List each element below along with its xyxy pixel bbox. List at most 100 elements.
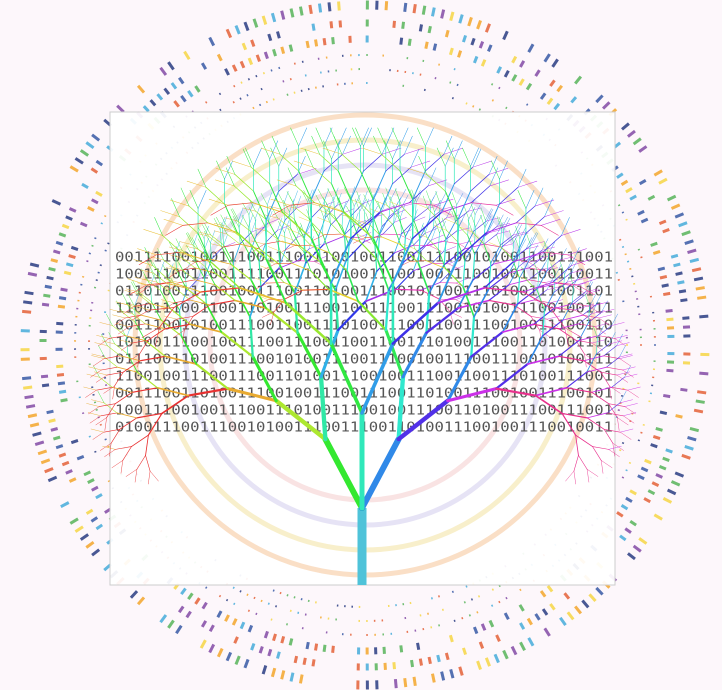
branch (446, 387, 498, 403)
branch (591, 386, 612, 393)
branch (552, 265, 572, 283)
branch (291, 262, 312, 272)
branch (324, 233, 342, 235)
ring-tick (647, 489, 656, 496)
ring-tick (289, 609, 292, 612)
branch (528, 267, 546, 272)
branch (327, 288, 359, 303)
branch (561, 229, 581, 236)
branch (298, 170, 312, 200)
branch (276, 179, 297, 187)
branch (474, 236, 485, 255)
branch (194, 279, 216, 286)
branch (287, 227, 293, 241)
branch (409, 189, 415, 203)
ring-tick (574, 75, 583, 85)
ring-tick (595, 586, 604, 596)
branch (325, 205, 338, 218)
branch (453, 166, 474, 185)
branch (496, 234, 502, 248)
branch (106, 371, 124, 376)
branch (191, 237, 199, 250)
ring-tick (681, 230, 691, 237)
branch (595, 293, 602, 306)
branch (531, 232, 539, 245)
branch (123, 306, 135, 315)
branch (525, 245, 539, 250)
ring-tick (527, 43, 535, 53)
branch (162, 264, 169, 277)
branch (451, 258, 457, 271)
ring-tick (493, 653, 500, 664)
branch (234, 174, 254, 192)
ring-tick (541, 608, 549, 616)
branch (272, 205, 291, 216)
branch (296, 331, 323, 379)
branch (452, 192, 457, 206)
ring-tick (58, 452, 67, 458)
ring-tick (666, 368, 674, 373)
branch (298, 127, 307, 147)
branch (239, 231, 252, 245)
branch (110, 429, 121, 444)
branch (224, 160, 233, 180)
branch (565, 470, 575, 482)
ring-tick (50, 258, 59, 263)
ring-tick (205, 101, 208, 104)
branch (538, 263, 545, 276)
ring-tick (444, 29, 450, 38)
branch (394, 270, 414, 290)
branch (592, 446, 602, 461)
ring-tick (270, 667, 277, 678)
ring-tick (678, 289, 687, 294)
branch (624, 406, 636, 415)
branch (487, 221, 494, 234)
branch (323, 153, 343, 172)
branch (384, 140, 393, 160)
ring-tick (88, 252, 92, 255)
branch (431, 234, 444, 241)
branch (373, 135, 382, 155)
ring-tick (581, 599, 590, 609)
ring-tick (658, 177, 668, 185)
branch (178, 309, 182, 337)
ring-tick (418, 24, 423, 32)
branch (474, 202, 482, 215)
branch (601, 309, 615, 313)
ring-tick (496, 66, 503, 74)
branch (420, 282, 441, 291)
ring-tick (224, 614, 230, 622)
branch (365, 288, 397, 303)
branch (561, 412, 588, 419)
ring-tick (314, 643, 319, 651)
ring-tick (327, 2, 332, 12)
branch (404, 147, 424, 155)
ring-tick (626, 552, 636, 561)
branch (484, 215, 492, 228)
ring-tick (289, 8, 295, 18)
ring-tick (637, 248, 641, 251)
ring-tick (478, 108, 481, 111)
branch (445, 220, 456, 240)
branch (381, 213, 394, 226)
ring-tick (448, 634, 454, 643)
branch (586, 290, 600, 294)
branch (284, 232, 286, 250)
branch (549, 307, 576, 311)
branch (150, 273, 156, 286)
branch (562, 301, 573, 321)
ring-tick (677, 280, 685, 285)
branch (95, 417, 107, 426)
branch (284, 207, 297, 221)
ring-tick (267, 602, 270, 605)
ring-tick (65, 262, 74, 268)
branch (616, 333, 623, 346)
branch (215, 179, 235, 187)
branch (422, 224, 428, 238)
ring-tick (699, 314, 709, 319)
branch (126, 301, 133, 314)
branch (544, 210, 564, 217)
branch (173, 330, 185, 338)
ring-tick (243, 21, 250, 32)
branch (622, 412, 637, 416)
